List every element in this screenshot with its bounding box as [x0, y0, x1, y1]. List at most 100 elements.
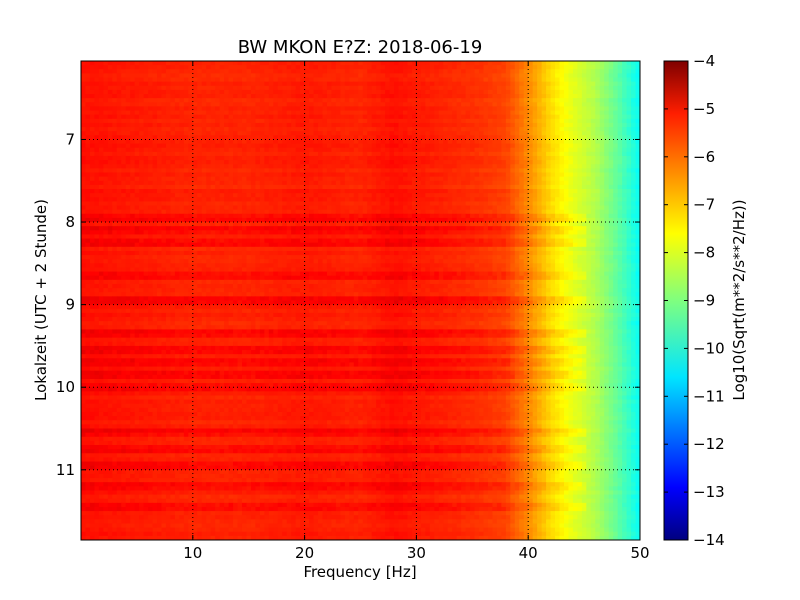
heatmap-cell	[152, 106, 158, 112]
heatmap-cell	[572, 201, 578, 207]
heatmap-cell	[219, 143, 225, 149]
heatmap-cell	[219, 176, 225, 182]
heatmap-cell	[344, 65, 350, 70]
heatmap-cell	[425, 172, 431, 178]
heatmap-cell	[170, 209, 176, 215]
heatmap-cell	[344, 131, 350, 136]
heatmap-cell	[210, 69, 216, 74]
heatmap-cell	[268, 118, 274, 124]
heatmap-cell	[389, 164, 395, 169]
heatmap-cell	[402, 127, 409, 132]
heatmap-cell	[103, 180, 109, 186]
heatmap-cell	[273, 122, 279, 128]
heatmap-cell	[483, 213, 489, 219]
heatmap-cell	[318, 209, 324, 215]
heatmap-cell	[555, 102, 561, 108]
heatmap-cell	[555, 205, 561, 211]
heatmap-cell	[546, 77, 552, 83]
heatmap-cell	[322, 102, 328, 108]
heatmap-cell	[170, 217, 176, 223]
heatmap-cell	[398, 164, 404, 169]
heatmap-cell	[376, 217, 382, 223]
heatmap-cell	[183, 73, 189, 79]
heatmap-cell	[411, 65, 417, 70]
heatmap-cell	[510, 131, 516, 136]
heatmap-cell	[318, 114, 324, 120]
heatmap-cell	[635, 139, 640, 145]
heatmap-cell	[197, 135, 203, 141]
heatmap-cell	[358, 155, 364, 161]
heatmap-cell	[85, 160, 91, 165]
heatmap-cell	[541, 77, 547, 83]
heatmap-cell	[479, 81, 485, 87]
heatmap-cell	[246, 106, 252, 112]
heatmap-cell	[201, 160, 207, 165]
heatmap-cell	[376, 127, 382, 132]
heatmap-cell	[604, 205, 610, 211]
heatmap-cell	[416, 213, 422, 219]
heatmap-cell	[139, 147, 145, 153]
heatmap-cell	[188, 73, 194, 79]
heatmap-cell	[568, 102, 574, 108]
heatmap-cell	[523, 160, 529, 165]
heatmap-cell	[291, 69, 297, 74]
heatmap-cell	[331, 197, 337, 202]
heatmap-cell	[501, 189, 507, 194]
heatmap-cell	[286, 180, 292, 186]
heatmap-cell	[277, 131, 283, 136]
heatmap-cell	[532, 197, 538, 202]
heatmap-cell	[434, 217, 440, 223]
heatmap-cell	[107, 164, 113, 169]
heatmap-cell	[438, 193, 444, 198]
heatmap-cell	[398, 205, 404, 211]
heatmap-cell	[121, 139, 127, 145]
heatmap-cell	[470, 61, 476, 66]
heatmap-cell	[112, 184, 118, 190]
heatmap-cell	[479, 77, 485, 83]
heatmap-cell	[380, 180, 386, 186]
heatmap-cell	[219, 77, 225, 83]
heatmap-cell	[233, 77, 239, 83]
heatmap-cell	[143, 160, 149, 165]
heatmap-cell	[537, 217, 543, 223]
heatmap-cell	[139, 106, 145, 112]
heatmap-cell	[157, 176, 163, 182]
heatmap-cell	[282, 197, 288, 202]
heatmap-cell	[394, 184, 400, 190]
heatmap-cell	[474, 197, 480, 202]
heatmap-cell	[161, 77, 167, 83]
heatmap-cell	[183, 184, 189, 190]
heatmap-cell	[429, 61, 435, 66]
heatmap-cell	[183, 61, 189, 66]
heatmap-cell	[434, 172, 440, 178]
heatmap-cell	[483, 189, 489, 194]
heatmap-cell	[546, 102, 552, 108]
heatmap-cell	[81, 102, 87, 108]
heatmap-cell	[89, 131, 96, 136]
heatmap-cell	[157, 106, 163, 112]
heatmap-cell	[304, 176, 310, 182]
heatmap-cell	[103, 106, 109, 112]
heatmap-cell	[210, 114, 216, 120]
heatmap-cell	[130, 217, 136, 223]
heatmap-cell	[313, 143, 319, 149]
heatmap-cell	[425, 222, 431, 227]
heatmap-cell	[626, 217, 632, 223]
heatmap-cell	[590, 139, 596, 145]
heatmap-cell	[411, 131, 417, 136]
heatmap-cell	[434, 114, 440, 120]
heatmap-cell	[165, 118, 172, 124]
heatmap-cell	[425, 77, 431, 83]
heatmap-cell	[282, 213, 288, 219]
heatmap-cell	[130, 102, 136, 108]
heatmap-cell	[483, 143, 489, 149]
heatmap-cell	[595, 205, 601, 211]
heatmap-cell	[81, 213, 87, 219]
heatmap-cell	[206, 65, 212, 70]
heatmap-cell	[456, 118, 462, 124]
heatmap-cell	[519, 213, 525, 219]
heatmap-cell	[456, 114, 462, 120]
heatmap-cell	[429, 151, 435, 157]
heatmap-cell	[259, 201, 265, 207]
heatmap-cell	[461, 118, 467, 124]
